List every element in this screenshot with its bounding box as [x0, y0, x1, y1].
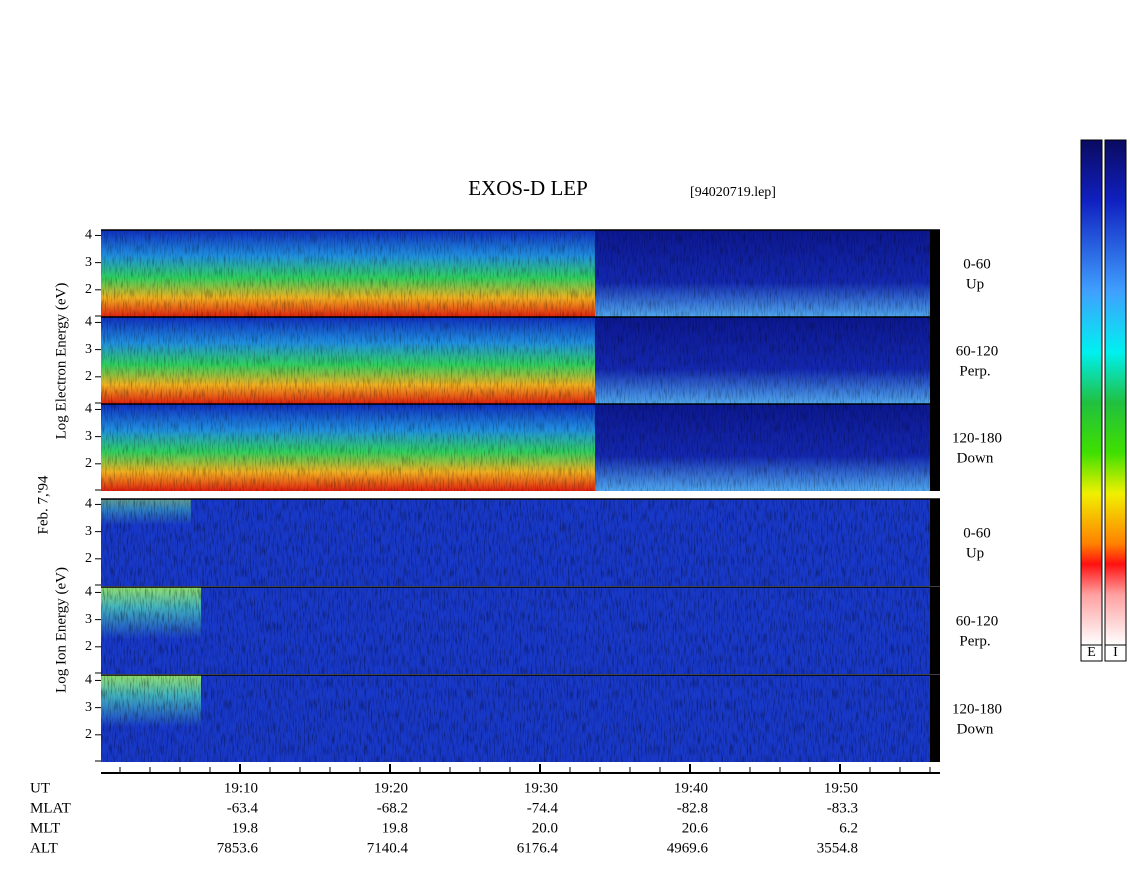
- row-value: 19:20: [374, 780, 408, 796]
- edge-bar: [930, 587, 940, 674]
- row-value: -68.2: [377, 800, 408, 816]
- scale-box: [1104, 644, 1127, 662]
- direction-label: Perp.: [959, 633, 990, 649]
- pitch-label: 0-60: [963, 525, 991, 541]
- scale-label: I: [1113, 645, 1118, 660]
- row-value: 6.2: [839, 820, 858, 836]
- row-value: -74.4: [527, 800, 559, 816]
- row-value: -83.3: [827, 800, 858, 816]
- row-value: 6176.4: [517, 840, 559, 856]
- noise: [101, 317, 930, 404]
- noise: [101, 675, 930, 762]
- row-value: 19.8: [232, 820, 258, 836]
- title: EXOS-D LEP: [468, 176, 588, 200]
- row-value: 19:30: [524, 780, 558, 796]
- group-label: Log Ion Energy (eV): [53, 567, 69, 693]
- row-value: 19:40: [674, 780, 708, 796]
- row-value: 3554.8: [817, 840, 858, 856]
- scale-label: E: [1087, 645, 1096, 660]
- date: Feb. 7,'94: [35, 475, 51, 534]
- y-tick-label: 4: [85, 497, 92, 512]
- y-tick-label: 2: [85, 456, 92, 471]
- pitch-label: 120-180: [952, 701, 1002, 717]
- pitch-label: 60-120: [956, 613, 999, 629]
- y-tick-label: 2: [85, 639, 92, 654]
- row-value: 7140.4: [367, 840, 409, 856]
- edge-bar: [930, 499, 940, 586]
- noise: [101, 230, 930, 317]
- file-name: [94020719.lep]: [690, 185, 776, 200]
- row-value: 19:50: [824, 780, 858, 796]
- direction-label: Up: [966, 545, 984, 561]
- y-tick-label: 3: [85, 612, 92, 627]
- y-tick-label: 3: [85, 255, 92, 270]
- edge-bar: [930, 675, 940, 762]
- row-value: -82.8: [677, 800, 708, 816]
- row-value: 7853.6: [217, 840, 259, 856]
- y-tick-label: 4: [85, 402, 92, 417]
- row-name: MLT: [30, 820, 60, 836]
- row-value: 19.8: [382, 820, 408, 836]
- spectrograms: 2 3 4 0-60 Up 2 3 4 60-120 Perp. 2 3 4 120-180 Down 2 3 4…: [85, 228, 1002, 762]
- edge-bar: [930, 230, 940, 317]
- y-tick-label: 2: [85, 369, 92, 384]
- row-name: ALT: [30, 840, 58, 856]
- row-value: 20.6: [682, 820, 709, 836]
- row-value: 4969.6: [667, 840, 709, 856]
- edge-bar: [930, 317, 940, 404]
- noise: [101, 587, 930, 674]
- direction-label: Up: [966, 276, 984, 292]
- row-value: 19:10: [224, 780, 258, 796]
- y-tick-label: 3: [85, 524, 92, 539]
- y-tick-label: 4: [85, 315, 92, 330]
- y-tick-label: 3: [85, 700, 92, 715]
- direction-label: Down: [957, 721, 994, 737]
- row-name: MLAT: [30, 800, 71, 816]
- group-label: Log Electron Energy (eV): [53, 283, 69, 440]
- pitch-label: 120-180: [952, 430, 1002, 446]
- direction-label: Perp.: [959, 363, 990, 379]
- y-tick-label: 4: [85, 228, 92, 243]
- y-tick-label: 3: [85, 429, 92, 444]
- y-tick-label: 3: [85, 342, 92, 357]
- y-tick-label: 2: [85, 551, 92, 566]
- color-scale: [1080, 139, 1103, 646]
- y-tick-label: 2: [85, 727, 92, 742]
- row-name: UT: [30, 780, 50, 796]
- edge-bar: [930, 404, 940, 491]
- pitch-label: 0-60: [963, 256, 991, 272]
- scale-box: [1080, 644, 1103, 662]
- color-scale: [1104, 139, 1127, 646]
- row-value: -63.4: [227, 800, 259, 816]
- noise: [101, 404, 930, 491]
- y-tick-label: 2: [85, 282, 92, 297]
- direction-label: Down: [957, 450, 994, 466]
- pitch-label: 60-120: [956, 343, 999, 359]
- y-tick-label: 4: [85, 585, 92, 600]
- noise: [101, 499, 930, 586]
- y-tick-label: 4: [85, 673, 92, 688]
- row-value: 20.0: [532, 820, 558, 836]
